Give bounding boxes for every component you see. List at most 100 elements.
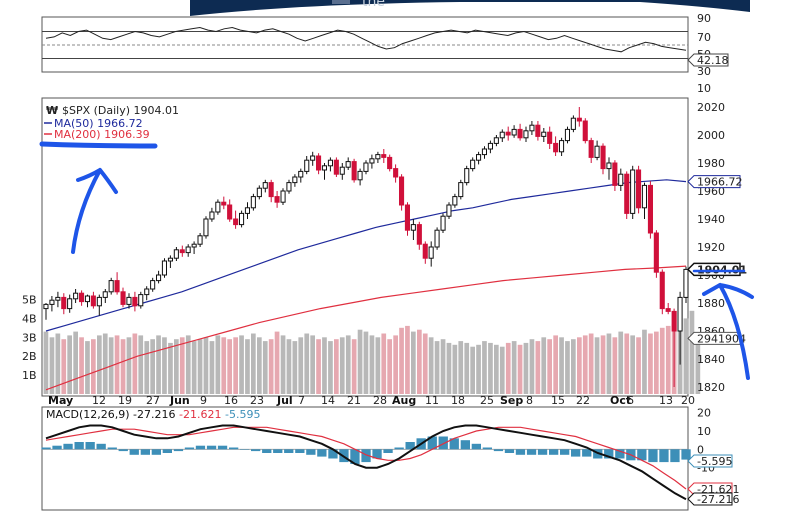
macd-histogram-bar <box>195 445 206 450</box>
candle <box>345 157 351 170</box>
candle <box>203 216 209 239</box>
candle-body <box>476 154 482 161</box>
candle <box>55 291 61 308</box>
volume-bar <box>61 339 67 394</box>
candle-body <box>227 204 233 220</box>
candle <box>363 160 369 175</box>
ma200-legend-label: MA(200) 1906.39 <box>54 128 150 141</box>
candle <box>582 118 588 144</box>
volume-tick-label: 5B <box>22 293 37 306</box>
candle <box>156 270 162 284</box>
candle-body <box>304 159 310 172</box>
macd-histogram-bar <box>229 447 239 450</box>
volume-bar <box>268 339 274 394</box>
macd-histogram-bar <box>549 449 559 455</box>
macd-legend-prefix: MACD(12,26,9) <box>46 408 130 421</box>
volume-bar <box>588 333 594 394</box>
candle-body <box>653 232 659 273</box>
volume-bar <box>132 333 138 394</box>
candle <box>464 165 470 186</box>
candle-body <box>221 201 227 206</box>
volume-bar <box>422 333 428 394</box>
symbol-label: $SPX (Daily) 1904.01 <box>62 104 179 117</box>
candle-body <box>440 215 446 231</box>
candle-body <box>375 154 381 160</box>
x-axis-label: 25 <box>480 394 494 407</box>
price-tick-label: 1940 <box>697 213 725 226</box>
candle-body <box>274 196 280 203</box>
volume-bar <box>91 339 96 394</box>
macd-histogram-bar <box>184 447 195 450</box>
x-axis-label: Sep <box>500 394 523 407</box>
rsi-tick-label: 90 <box>697 12 711 25</box>
candle-body <box>256 187 262 198</box>
volume-bar <box>494 344 499 394</box>
volume-bar <box>49 337 55 394</box>
candle <box>630 165 636 219</box>
macd-histogram-bar <box>372 449 382 459</box>
candle <box>369 154 375 169</box>
macd-hist-tag-box <box>687 454 733 468</box>
candle <box>268 179 274 203</box>
candle-body <box>576 117 582 122</box>
candle-body <box>559 140 565 153</box>
candle <box>161 258 167 278</box>
macd-histogram-bar <box>107 447 117 450</box>
candle <box>227 199 233 222</box>
candle <box>357 168 363 186</box>
header-banner <box>190 0 750 16</box>
rsi-value-tag <box>687 53 729 67</box>
ma50-line <box>45 179 687 332</box>
candle-body <box>428 246 434 259</box>
candle-body <box>677 296 683 332</box>
ma50-legend-label: MA(50) 1966.72 <box>54 117 143 130</box>
macd-histogram-bar <box>140 449 150 455</box>
candle-body <box>636 169 642 209</box>
volume-tick-label: 4B <box>22 312 37 325</box>
macd-histogram-bar <box>670 449 680 463</box>
volume-bar <box>689 310 695 394</box>
macd-histogram-bar <box>383 449 393 453</box>
macd-histogram-bar <box>273 449 283 453</box>
candle <box>61 293 67 315</box>
candle-body <box>96 296 102 307</box>
candle-body <box>624 173 630 214</box>
candle-body <box>464 168 470 184</box>
macd-histogram-bar <box>449 438 459 450</box>
macd-histogram-bar <box>96 443 106 450</box>
volume-bar <box>517 344 523 394</box>
volume-bar <box>600 335 606 394</box>
candle <box>576 107 582 127</box>
candle-body <box>108 280 114 293</box>
candle-body <box>387 156 393 170</box>
candle <box>381 149 387 163</box>
macd-histogram-bar <box>493 449 504 452</box>
candle-body <box>43 303 49 310</box>
volume-bar <box>369 335 375 394</box>
macd-histogram-bar <box>350 449 360 464</box>
volume-bar <box>126 337 132 394</box>
candle <box>458 179 464 200</box>
candle <box>114 272 120 295</box>
candle <box>84 294 91 308</box>
macd-histogram-bar <box>471 443 481 450</box>
candle-body <box>310 155 316 161</box>
candle-body <box>594 145 600 158</box>
volume-bar <box>405 325 410 394</box>
candle-body <box>582 120 588 142</box>
volume-bar <box>73 331 78 394</box>
candle <box>647 181 654 239</box>
rsi-value-text: 42.18 <box>697 54 729 67</box>
ma50-value-tag-text: 1966.72 <box>697 176 743 189</box>
candle <box>671 308 677 387</box>
candle <box>399 174 405 211</box>
macd-histogram-bar <box>251 449 261 452</box>
macd-histogram-bar <box>129 449 139 455</box>
candle-body <box>458 182 464 198</box>
candle <box>167 255 173 268</box>
x-axis-label: 8 <box>526 394 533 407</box>
macd-legend: MACD(12,26,9) -27.216 -21.621 -5.595 <box>46 408 260 421</box>
candle <box>274 191 280 208</box>
macd-legend-signal: -21.621 <box>179 408 221 421</box>
